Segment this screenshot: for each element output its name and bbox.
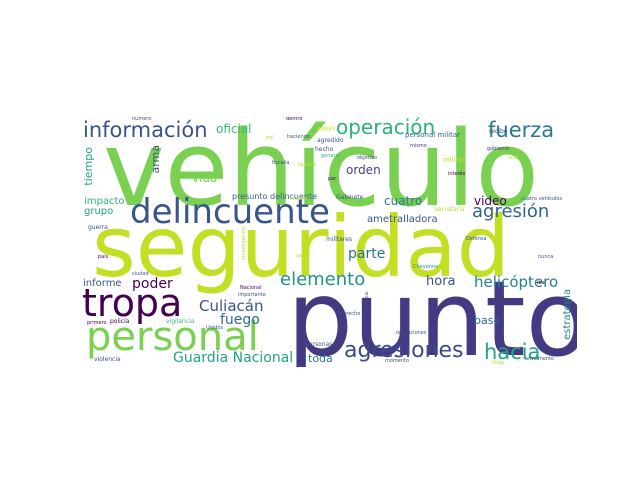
word-vigilancia: vigilancia <box>166 318 195 325</box>
word-momento: momento <box>385 358 410 364</box>
word-unidos: Unidos <box>206 325 224 331</box>
word-militar: militar <box>443 156 466 164</box>
word-gabinete: Gabinete <box>336 194 364 201</box>
word-armamento: armamento <box>525 356 555 362</box>
word-violencia: violencia <box>94 356 121 363</box>
word-vida: vida <box>192 171 218 185</box>
word-mismo: mismo <box>410 143 427 149</box>
word-cheyenne: Cheyenne <box>413 264 439 270</box>
word-derecho: derecho <box>340 311 361 317</box>
word-fuerza: fuerza <box>488 118 555 142</box>
word-gobierno: gobierno <box>487 146 510 152</box>
word-investigacion: investigación <box>241 227 247 261</box>
word-agredido: agredido <box>317 137 344 144</box>
word-delincuente: delincuente <box>130 192 330 232</box>
word-hora: hora <box>426 274 456 289</box>
word-toda: toda <box>308 352 333 365</box>
word-nunca: nunca <box>538 254 554 260</box>
word-cuatro-vehiculos: cuatro vehículos <box>521 196 563 202</box>
word-interes: interés <box>448 171 466 177</box>
word-mil: mil <box>266 135 274 141</box>
word-culiacan: Culiacán <box>199 297 264 315</box>
word-defensa: Defensa <box>466 236 487 242</box>
word-numero: número <box>132 117 152 122</box>
word-arma: arma <box>149 145 162 174</box>
word-informe: informe <box>83 278 122 289</box>
word-tiempo: tiempo <box>82 147 95 186</box>
word-pais: país <box>98 254 109 260</box>
word-llega: llega <box>492 360 505 366</box>
word-operaciones: operaciones <box>396 330 427 336</box>
word-secretaria: Secretaría <box>434 206 465 213</box>
word-haciendo: haciendo <box>287 134 310 140</box>
word-general: general <box>321 153 341 159</box>
word-orden: orden <box>346 163 381 177</box>
word-tropa: tropa <box>82 281 183 325</box>
word-solo: solo <box>508 155 519 161</box>
word-hecho: hecho <box>315 146 334 153</box>
word-presunto-delincuente: presunto delincuente <box>232 192 318 201</box>
word-seguridad: seguridad <box>92 198 510 296</box>
word-apoyo: apoyo <box>317 125 336 132</box>
word-video: video <box>474 194 507 208</box>
word-operacion: operación <box>336 117 436 139</box>
word-objetivo: objetivo <box>357 155 378 161</box>
word-agresion: agresión <box>472 201 550 222</box>
word-llevaba: llevaba <box>298 162 317 168</box>
word-iba: iba <box>537 280 545 286</box>
word-primero: primero <box>87 320 107 326</box>
word-informacion: información <box>83 118 208 142</box>
word-politica: política <box>364 292 370 311</box>
word-fiscalia: fiscalía <box>272 160 290 166</box>
word-fuego: fuego <box>220 312 260 328</box>
word-impacto: impacto <box>84 196 125 207</box>
word-punto: punto <box>287 258 577 367</box>
word-parte: parte <box>348 246 386 262</box>
word-agresiones: agresiones <box>344 338 464 363</box>
word-estrategia: estrategia <box>562 289 573 340</box>
word-guardia-nacional: Guardia Nacional <box>173 350 294 366</box>
word-ciudad: ciudad <box>132 271 149 277</box>
word-vehiculo: vehículo <box>103 117 539 230</box>
word-cuatro: cuatro <box>384 194 423 208</box>
word-sale: sale <box>296 253 307 259</box>
word-oficial: oficial <box>216 122 252 136</box>
word-cloud: vehículo seguridad punto delincuente tro… <box>80 117 577 367</box>
word-base: base <box>474 314 501 327</box>
word-policia: policía <box>110 318 130 325</box>
word-personal-militar: personal militar <box>405 131 461 139</box>
word-elemento: elemento <box>280 269 366 290</box>
word-par: par <box>328 176 337 182</box>
word-resulta: resulta <box>290 196 308 202</box>
word-grupo: grupo <box>84 206 114 217</box>
word-personas: personas <box>305 341 333 348</box>
word-personal: personal <box>86 314 259 360</box>
word-dentro: dentro <box>286 117 303 122</box>
word-importante: importante <box>238 292 266 298</box>
word-nacional: Nacional <box>240 285 262 291</box>
word-recibe: recibe <box>489 128 508 135</box>
word-guerra: guerra <box>88 224 108 231</box>
word-helicoptero: helicóptero <box>474 273 559 291</box>
word-poder: poder <box>132 276 173 292</box>
word-militares: militares <box>326 236 353 243</box>
word-ametralladora: ametralladora <box>367 214 438 225</box>
word-hacia: hacia <box>484 340 541 364</box>
